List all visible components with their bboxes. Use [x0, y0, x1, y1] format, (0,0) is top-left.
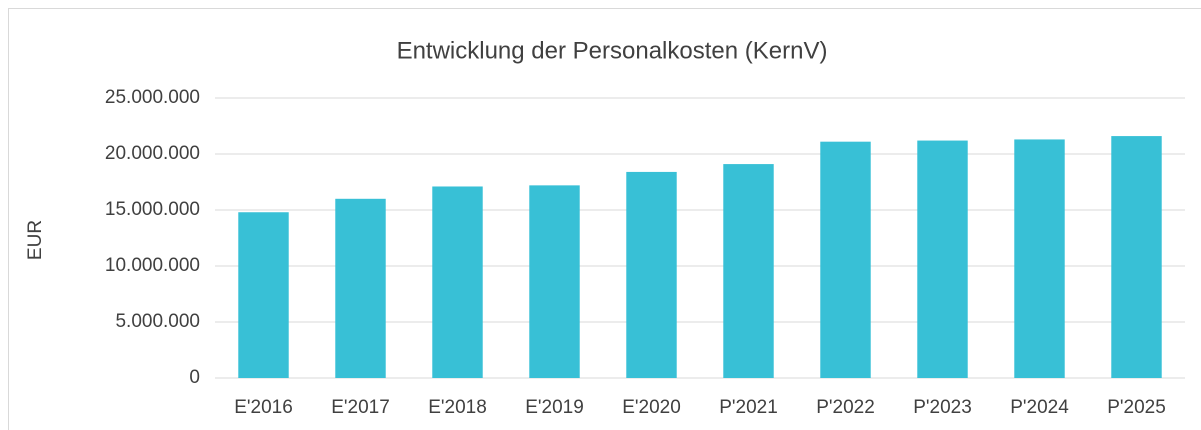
- x-tick-label: E'2017: [331, 397, 390, 418]
- y-axis-label: EUR: [25, 220, 46, 260]
- y-tick-label: 20.000.000: [105, 143, 200, 164]
- bar: [820, 141, 871, 378]
- bar: [335, 198, 386, 378]
- bar: [529, 185, 580, 378]
- x-tick-label: E'2016: [234, 397, 293, 418]
- bar: [723, 164, 774, 378]
- bar: [626, 171, 677, 378]
- bar: [917, 140, 968, 378]
- y-tick-label: 0: [189, 367, 200, 388]
- x-tick-label: P'2025: [1107, 397, 1166, 418]
- y-tick-label: 25.000.000: [105, 87, 200, 108]
- bar: [238, 212, 289, 378]
- x-tick-label: P'2024: [1010, 397, 1069, 418]
- x-tick-label: P'2021: [719, 397, 778, 418]
- y-tick-label: 5.000.000: [115, 311, 200, 332]
- x-tick-label: E'2018: [428, 397, 487, 418]
- x-tick-label: E'2019: [525, 397, 584, 418]
- y-tick-label: 15.000.000: [105, 199, 200, 220]
- bar: [1111, 136, 1162, 378]
- chart-border: [8, 8, 1201, 430]
- bar: [432, 186, 483, 378]
- bar: [1014, 139, 1065, 378]
- x-tick-label: P'2023: [913, 397, 972, 418]
- x-tick-label: P'2022: [816, 397, 875, 418]
- x-tick-label: E'2020: [622, 397, 681, 418]
- y-tick-label: 10.000.000: [105, 255, 200, 276]
- chart-title: Entwicklung der Personalkosten (KernV): [397, 37, 828, 64]
